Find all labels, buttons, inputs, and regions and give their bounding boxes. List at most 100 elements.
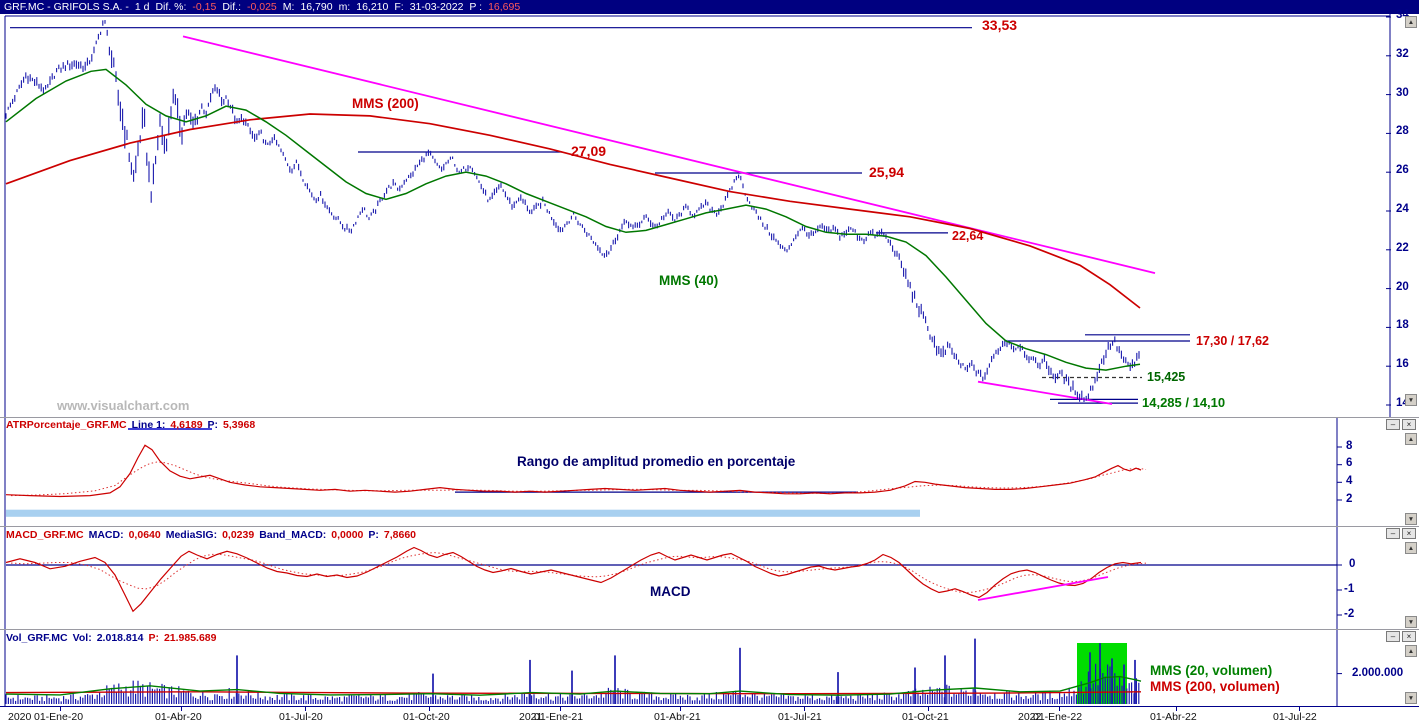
- scroll-down-icon[interactable]: ▼: [1405, 394, 1417, 406]
- xaxis-label: 01-Jul-22: [1273, 711, 1317, 723]
- price-axis-tick: 16: [1396, 358, 1409, 370]
- volume-p-label: P:: [148, 632, 159, 644]
- dif-pct-value: -0,15: [192, 1, 217, 13]
- level-label-1730-1762: 17,30 / 17,62: [1196, 334, 1269, 348]
- volume-value: 2.018.814: [96, 632, 144, 644]
- xaxis-label: 01-Ene-21: [534, 711, 584, 723]
- xaxis-tick-mark: [804, 707, 805, 711]
- volume-mms200-label: MMS (200, volumen): [1150, 679, 1280, 694]
- xaxis-label: 01-Abr-22: [1150, 711, 1197, 723]
- close-panel-button[interactable]: ×: [1402, 419, 1416, 430]
- atr-line1-label: Line 1:: [131, 419, 166, 431]
- symbol-title: GRF.MC - GRIFOLS S.A. -: [4, 1, 129, 13]
- last-label: P :: [469, 1, 483, 13]
- level-label-2709: 27,09: [571, 143, 607, 159]
- level-label-2594: 25,94: [869, 164, 905, 180]
- price-axis-tick: 26: [1396, 164, 1409, 176]
- time-axis[interactable]: 2020 01-Ene-20 01-Abr-20 01-Jul-20 01-Oc…: [0, 706, 1419, 728]
- volume-indicator-name: Vol_GRF.MC: [6, 632, 68, 644]
- xaxis-label: 01-Oct-21: [902, 711, 949, 723]
- xaxis-tick-mark: [305, 707, 306, 711]
- xaxis-tick-mark: [928, 707, 929, 711]
- scroll-down-icon[interactable]: ▼: [1405, 513, 1417, 525]
- scroll-up-icon[interactable]: ▲: [1405, 645, 1417, 657]
- macd-p-label: P:: [368, 529, 379, 541]
- price-axis-tick: 20: [1396, 281, 1409, 293]
- macd-value: 0,0640: [128, 529, 161, 541]
- price-chart-canvas[interactable]: [0, 14, 1419, 418]
- price-axis-tick: 24: [1396, 203, 1409, 215]
- minimize-panel-button[interactable]: –: [1386, 419, 1400, 430]
- macd-p-value: 7,8660: [383, 529, 417, 541]
- atr-indicator-name: ATRPorcentaje_GRF.MC: [6, 419, 127, 431]
- macd-axis-tick: -2: [1344, 608, 1355, 620]
- atr-chart-canvas[interactable]: [0, 418, 1419, 527]
- dif-label: Dif.:: [222, 1, 241, 13]
- band-macd-label: Band_MACD:: [259, 529, 327, 541]
- scroll-down-icon[interactable]: ▼: [1405, 616, 1417, 628]
- volume-p-value: 21.985.689: [163, 632, 217, 644]
- atr-axis-tick: 2: [1346, 493, 1353, 505]
- xaxis-tick-mark: [680, 707, 681, 711]
- level-label-3353: 33,53: [982, 17, 1018, 33]
- scroll-up-icon[interactable]: ▲: [1405, 433, 1417, 445]
- xaxis-label: 01-Jul-21: [778, 711, 822, 723]
- macd-axis-tick: -1: [1344, 583, 1355, 595]
- mms200-label: MMS (200): [352, 96, 419, 111]
- low-value: 16,210: [356, 1, 389, 13]
- xaxis-label: 01-Jul-20: [279, 711, 323, 723]
- xaxis-label-2022: 2022: [1018, 711, 1042, 723]
- high-value: 16,790: [300, 1, 333, 13]
- atr-axis-tick: 4: [1346, 475, 1353, 487]
- price-axis-tick: 18: [1396, 319, 1409, 331]
- close-panel-button[interactable]: ×: [1402, 631, 1416, 642]
- minimize-panel-button[interactable]: –: [1386, 631, 1400, 642]
- mms40-label: MMS (40): [659, 273, 719, 288]
- mediasig-value: 0,0239: [222, 529, 255, 541]
- macd-panel-header: MACD_GRF.MC MACD: 0,0640 MediaSIG: 0,023…: [6, 530, 416, 541]
- macd-chart-canvas[interactable]: [0, 527, 1419, 630]
- xaxis-tick-mark: [60, 707, 61, 711]
- level-label-2264: 22,64: [952, 229, 984, 243]
- volume-mms20-label: MMS (20, volumen): [1150, 663, 1273, 678]
- volume-panel-header: Vol_GRF.MC Vol: 2.018.814 P: 21.985.689: [6, 633, 217, 644]
- dif-value: -0,025: [246, 1, 277, 13]
- date-value: 31-03-2022: [409, 1, 464, 13]
- watermark: www.visualchart.com: [57, 398, 190, 413]
- atr-panel-header: ATRPorcentaje_GRF.MC Line 1: 4,6189 P: 5…: [6, 420, 255, 431]
- macd-label: MACD:: [88, 529, 124, 541]
- period-label: 1 d: [134, 1, 150, 13]
- dif-pct-label: Dif. %:: [155, 1, 187, 13]
- date-label: F:: [394, 1, 404, 13]
- atr-axis-tick: 8: [1346, 440, 1353, 452]
- high-label: M:: [282, 1, 295, 13]
- xaxis-tick-mark: [1059, 707, 1060, 711]
- price-axis-tick: 32: [1396, 48, 1409, 60]
- scroll-down-icon[interactable]: ▼: [1405, 692, 1417, 704]
- last-value: 16,695: [488, 1, 521, 13]
- price-axis-tick: 28: [1396, 125, 1409, 137]
- xaxis-tick-mark: [429, 707, 430, 711]
- panel-separator: [0, 526, 1419, 527]
- mediasig-label: MediaSIG:: [165, 529, 218, 541]
- level-label-15425: 15,425: [1147, 370, 1186, 384]
- scroll-up-icon[interactable]: ▲: [1405, 16, 1417, 28]
- atr-p-label: P:: [207, 419, 219, 431]
- xaxis-label: 01-Abr-21: [654, 711, 701, 723]
- scroll-up-icon[interactable]: ▲: [1405, 542, 1417, 554]
- xaxis-tick-mark: [1176, 707, 1177, 711]
- volume-label: Vol:: [72, 632, 92, 644]
- xaxis-tick-mark: [1299, 707, 1300, 711]
- close-panel-button[interactable]: ×: [1402, 528, 1416, 539]
- xaxis-label: 01-Oct-20: [403, 711, 450, 723]
- panel-separator: [0, 417, 1419, 418]
- xaxis-label: 01-Ene-22: [1033, 711, 1083, 723]
- volume-chart-canvas[interactable]: [0, 630, 1419, 706]
- atr-p-value: 5,3968: [223, 419, 256, 431]
- atr-line1-value: 4,6189: [170, 419, 203, 431]
- xaxis-label: 01-Ene-20: [34, 711, 84, 723]
- volume-axis-tick: 2.000.000: [1352, 667, 1404, 679]
- price-axis-tick: 30: [1396, 87, 1409, 99]
- minimize-panel-button[interactable]: –: [1386, 528, 1400, 539]
